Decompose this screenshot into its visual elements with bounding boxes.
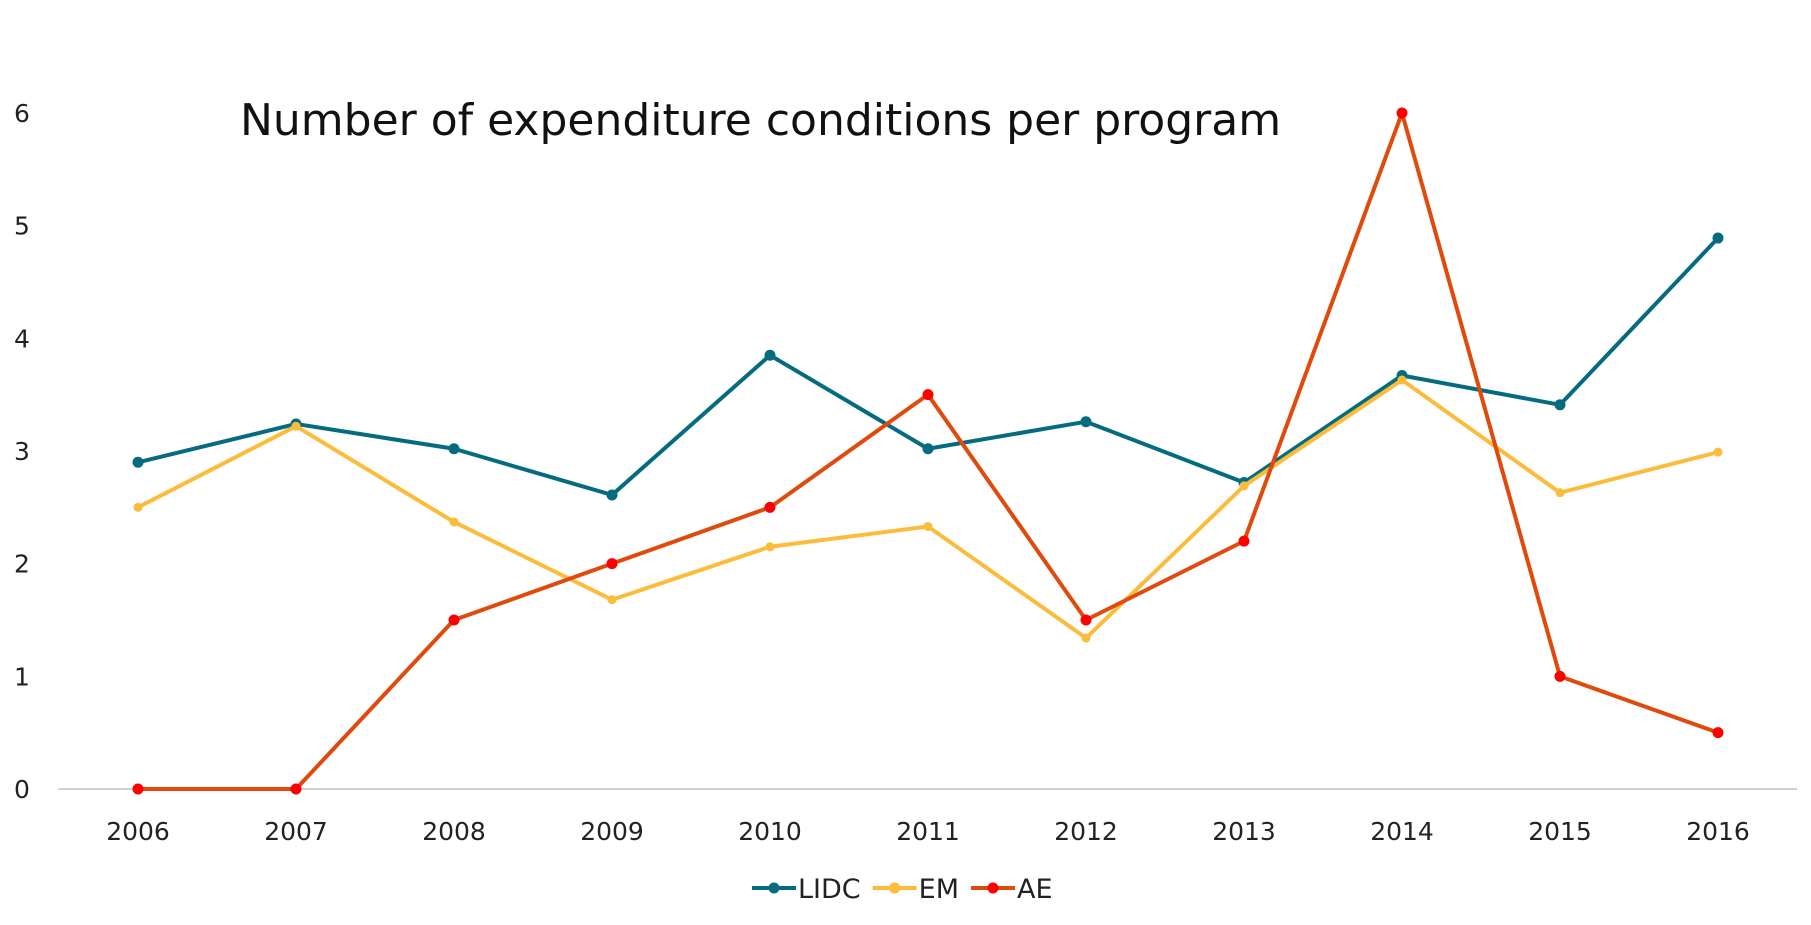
data-point-lidc-2009 <box>606 489 618 501</box>
data-point-ae-2009 <box>606 558 618 570</box>
data-point-em-2007 <box>291 421 301 431</box>
data-point-ae-2006 <box>132 783 144 795</box>
legend-marker <box>768 882 780 894</box>
data-point-em-2008 <box>449 517 459 527</box>
data-point-lidc-2016 <box>1712 232 1724 244</box>
x-tick-label: 2012 <box>1054 817 1118 846</box>
data-point-ae-2007 <box>290 783 302 795</box>
data-point-lidc-2010 <box>764 349 776 361</box>
legend-item-em: EM <box>872 874 959 905</box>
series-ae <box>132 107 1724 795</box>
data-point-lidc-2011 <box>922 443 934 455</box>
data-point-lidc-2015 <box>1554 399 1566 411</box>
data-point-em-2012 <box>1081 633 1091 643</box>
y-tick-label: 2 <box>14 550 30 579</box>
data-point-ae-2014 <box>1396 107 1408 119</box>
data-point-lidc-2006 <box>132 456 144 468</box>
x-tick-label: 2013 <box>1212 817 1276 846</box>
data-point-em-2009 <box>607 595 617 605</box>
data-point-em-2013 <box>1239 481 1249 491</box>
x-tick-label: 2016 <box>1686 817 1750 846</box>
data-point-ae-2008 <box>448 614 460 626</box>
series-em <box>133 375 1723 643</box>
data-point-ae-2016 <box>1712 727 1724 739</box>
series-line-lidc <box>137 236 1720 497</box>
x-tick-label: 2009 <box>580 817 644 846</box>
legend-label: EM <box>919 874 959 905</box>
y-tick-label: 4 <box>14 324 30 353</box>
x-tick-label: 2006 <box>106 817 170 846</box>
legend-label: AE <box>1017 874 1053 905</box>
data-point-em-2011 <box>923 521 933 531</box>
y-tick-label: 5 <box>14 212 30 241</box>
data-point-em-2016 <box>1713 447 1723 457</box>
legend-item-ae: AE <box>971 874 1053 905</box>
legend-label: LIDC <box>798 874 861 905</box>
series-line-em <box>137 378 1719 641</box>
x-tick-label: 2014 <box>1370 817 1434 846</box>
x-tick-label: 2011 <box>896 817 960 846</box>
y-tick-label: 1 <box>14 662 30 691</box>
y-tick-label: 0 <box>14 775 30 804</box>
data-point-ae-2015 <box>1554 670 1566 682</box>
data-point-em-2014 <box>1397 375 1407 385</box>
data-point-em-2010 <box>765 542 775 552</box>
y-tick-label: 3 <box>14 437 30 466</box>
data-point-ae-2011 <box>922 389 934 401</box>
x-tick-label: 2007 <box>264 817 328 846</box>
x-tick-label: 2010 <box>738 817 802 846</box>
data-point-ae-2013 <box>1238 535 1250 547</box>
data-point-lidc-2008 <box>448 443 460 455</box>
data-point-em-2015 <box>1555 488 1565 498</box>
y-tick-label: 6 <box>14 99 30 128</box>
data-point-lidc-2012 <box>1080 416 1092 428</box>
x-tick-label: 2008 <box>422 817 486 846</box>
legend-marker <box>889 882 901 894</box>
legend-item-lidc: LIDC <box>752 874 861 905</box>
legend-marker <box>987 882 999 894</box>
series-lidc <box>132 232 1724 501</box>
data-point-ae-2012 <box>1080 614 1092 626</box>
chart-title: Number of expenditure conditions per pro… <box>240 95 1281 146</box>
data-point-ae-2010 <box>764 501 776 513</box>
x-tick-label: 2015 <box>1528 817 1592 846</box>
data-point-em-2006 <box>133 502 143 512</box>
